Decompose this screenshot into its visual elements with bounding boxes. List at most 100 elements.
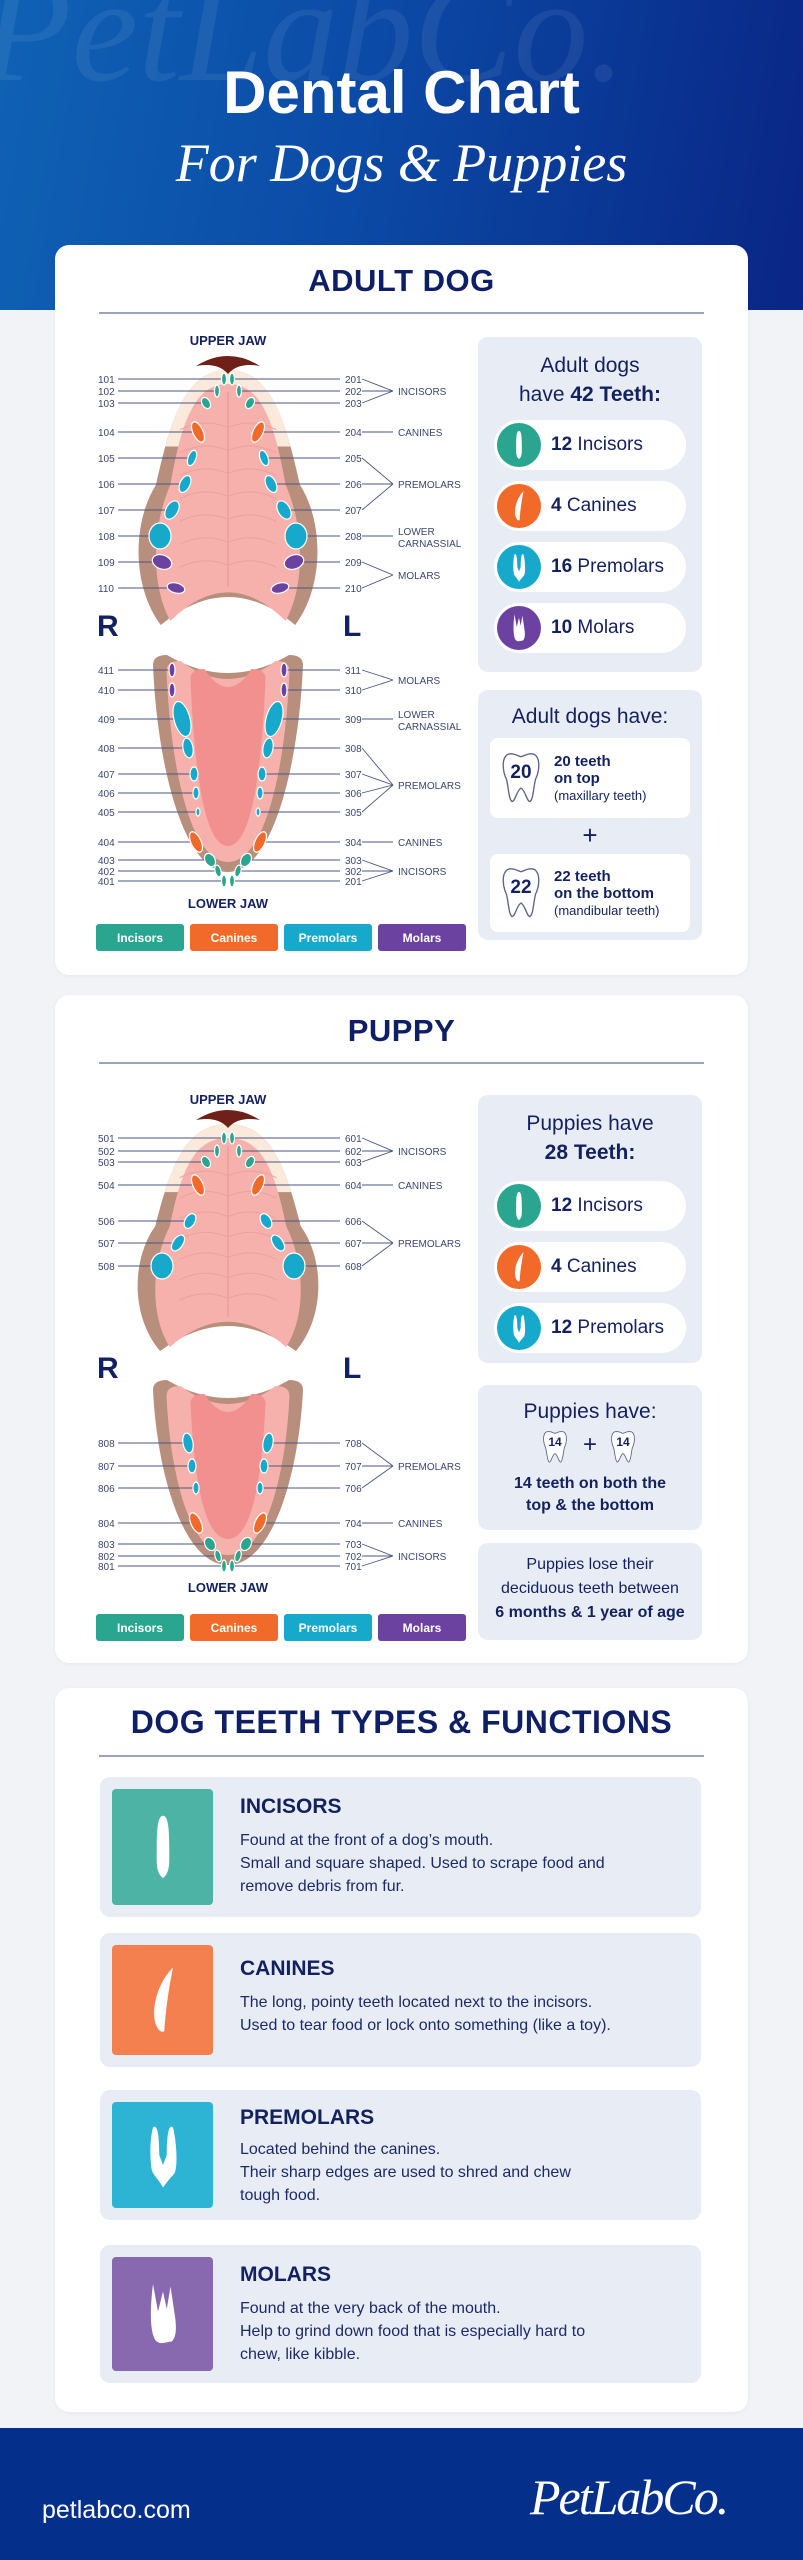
- palate-ridge: [179, 514, 277, 522]
- incisor-tooth: [234, 1549, 242, 1563]
- molar-tooth: [168, 682, 176, 698]
- group-connector: [361, 457, 394, 485]
- divider: [99, 1755, 704, 1757]
- panel-title: Puppies have:: [523, 1400, 657, 1423]
- loss-line1: Puppies lose their: [526, 1556, 654, 1573]
- bottom-line1: 22 teeth: [554, 867, 611, 885]
- tooth-number-right-side: 508: [98, 1262, 115, 1273]
- plus-sign: +: [582, 820, 598, 850]
- puppy-legend: Incisors Canines Premolars Molars: [96, 1614, 466, 1641]
- tooth-number-right-side: 806: [98, 1484, 115, 1495]
- premolar-tooth: [192, 786, 200, 800]
- group-connector: [361, 1465, 394, 1489]
- tooth-number-right-side: 403: [98, 856, 115, 867]
- premolar-tooth: [182, 1432, 194, 1454]
- tooth-number-left-side: 204: [345, 428, 362, 439]
- puppy-teeth-loss-panel: Puppies lose their deciduous teeth betwe…: [478, 1543, 702, 1640]
- tooth-number-right-side: 504: [98, 1181, 115, 1192]
- type-description: The long, pointy teeth located next to t…: [240, 1991, 680, 2037]
- type-title: MOLARS: [240, 2263, 331, 2286]
- incisor-tooth: [200, 1155, 212, 1169]
- group-connector: [361, 1137, 394, 1152]
- tooth-number-right-side: 802: [98, 1552, 115, 1563]
- tooth-group-label: PREMOLARS: [398, 480, 461, 491]
- group-connector: [361, 784, 394, 794]
- tooth-group-label: MOLARS: [398, 676, 441, 687]
- adult-dental-diagram: UPPER JAW R L LOWER JAW 101 201 102 202 103 203 10…: [97, 333, 462, 911]
- divider: [99, 312, 704, 314]
- group-connector: [361, 784, 394, 813]
- count-pill-incisors: 12 Incisors: [494, 420, 686, 470]
- puppy-dental-diagram: UPPER JAW R L LOWER JAW 501 601 502 602 503 603 50…: [97, 1092, 461, 1595]
- group-connector: [361, 1242, 394, 1267]
- website-link[interactable]: petlabco.com: [42, 2496, 191, 2524]
- canine-tooth: [252, 831, 268, 853]
- label: Canines: [566, 1256, 637, 1277]
- tooth-number-right-side: 801: [98, 1562, 115, 1573]
- molar-tooth: [280, 662, 288, 678]
- tooth-number-left-side: 306: [345, 789, 362, 800]
- page-title: Dental Chart: [223, 59, 580, 126]
- label: Premolars: [577, 1317, 664, 1338]
- tooth-group-label: LOWER CARNASSIAL: [398, 710, 462, 733]
- puppy-teeth-icons: 14 + 14: [540, 1429, 640, 1465]
- desc-line: tough food.: [240, 2187, 321, 2204]
- tooth-number-right-side: 404: [98, 838, 115, 849]
- incisor-icon: [497, 423, 541, 467]
- tooth-number-right-side: 109: [98, 558, 115, 569]
- tooth-group-label: INCISORS: [398, 1147, 447, 1158]
- tooth-number-left-side: 208: [345, 532, 362, 543]
- premolar-tooth: [264, 700, 284, 738]
- tooth-number-left-side: 207: [345, 506, 362, 517]
- molar-icon: [112, 2257, 213, 2371]
- group-connector: [361, 561, 394, 576]
- incisor-tooth: [220, 372, 228, 386]
- lower-jaw-label: LOWER JAW: [188, 896, 269, 911]
- incisor-tooth: [235, 384, 243, 398]
- tooth-number-right-side: 804: [98, 1519, 115, 1530]
- incisor-tooth: [220, 1131, 228, 1145]
- count: 4: [551, 495, 562, 516]
- tooth-number-left-side: 302: [345, 867, 362, 878]
- incisor-tooth: [228, 372, 236, 386]
- tooth-group-label: CANINES: [398, 1181, 443, 1192]
- group-connector: [361, 1220, 394, 1244]
- molar-tooth: [280, 682, 288, 698]
- premolar-icon: [497, 1306, 541, 1350]
- split-text: 14 teeth on both the top & the bottom: [478, 1473, 702, 1517]
- tooth-number-left-side: 607: [345, 1239, 362, 1250]
- right-side-marker: R: [97, 610, 119, 643]
- premolar-tooth: [148, 522, 172, 550]
- desc-line: Found at the very back of the mouth.: [240, 2300, 501, 2317]
- page-subtitle: For Dogs & Puppies: [175, 133, 628, 193]
- legend-canines: Canines: [190, 1614, 278, 1641]
- tooth-number-left-side: 606: [345, 1217, 362, 1228]
- group-connector: [361, 390, 394, 404]
- nose: [196, 1110, 260, 1128]
- tooth-number-right-side: 409: [98, 715, 115, 726]
- premolar-tooth: [270, 1234, 286, 1252]
- panel-title-line1: Adult dogs: [540, 354, 640, 377]
- count-pill-incisors: 12 Incisors: [494, 1181, 686, 1231]
- molar-tooth: [151, 553, 173, 571]
- group-connector: [361, 1150, 394, 1163]
- panel-title: Puppies have 28 Teeth:: [478, 1109, 702, 1167]
- palate-ridge: [179, 1231, 277, 1240]
- left-side-marker: L: [343, 1352, 361, 1385]
- tooth-group-label: PREMOLARS: [398, 1462, 461, 1473]
- split-line1: 14 teeth on both the: [514, 1475, 666, 1492]
- desc-line: The long, pointy teeth located next to t…: [240, 1994, 593, 2011]
- palate-ridge: [179, 1191, 277, 1199]
- group-connector: [361, 483, 394, 511]
- premolar-tooth: [264, 474, 278, 494]
- top-line2: on top: [554, 769, 600, 787]
- type-card-molars: MOLARS Found at the very back of the mou…: [100, 2245, 701, 2383]
- divider: [99, 1062, 704, 1064]
- canine-tooth: [188, 831, 204, 853]
- desc-line: Located behind the canines.: [240, 2141, 441, 2158]
- incisor-tooth: [239, 852, 253, 868]
- lower-jaw-label: LOWER JAW: [188, 1580, 269, 1595]
- tooth-number-left-side: 304: [345, 838, 362, 849]
- canine-tooth: [188, 1512, 204, 1534]
- premolar-tooth: [187, 1458, 197, 1474]
